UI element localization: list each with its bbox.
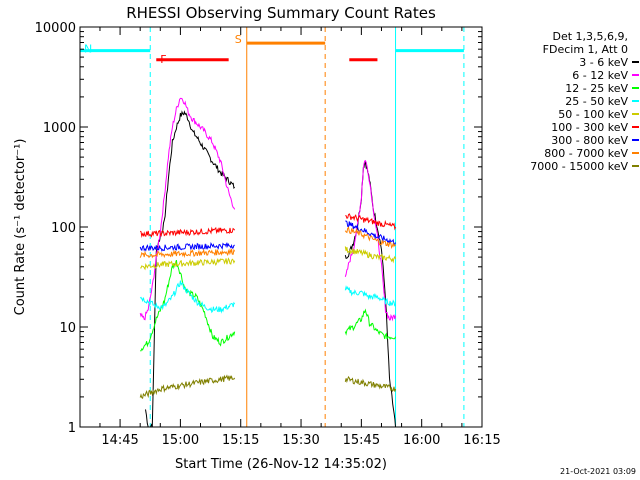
y-tick-label: 100 [51,221,76,236]
series-line [345,213,396,231]
state-label-f: F [160,53,166,66]
x-tick-label: 15:45 [343,433,380,448]
legend-entry: 800 - 7000 keV [544,147,628,160]
x-tick-label: 14:45 [101,433,138,448]
series-line [139,97,236,321]
legend-entry: 50 - 100 keV [558,108,628,121]
series-800-7000-kev [139,226,396,259]
legend-entry: 100 - 300 keV [551,121,628,134]
x-axis-label: Start Time (26-Nov-12 14:35:02) [175,457,387,472]
series-25-50-kev [139,280,396,314]
state-label-s: S [235,33,242,46]
plot-area: N F S [79,27,465,428]
series-12-25-kev [140,259,396,352]
series-line [139,248,236,259]
plot-frame [79,26,483,428]
y-tick-label: 1 [68,421,76,436]
x-tick-label: 16:15 [463,433,500,448]
y-tick-label: 10 [59,321,76,336]
legend-entry: 300 - 800 keV [551,134,628,147]
legend-entry: 6 - 12 keV [572,69,628,82]
series-6-12-kev [139,97,396,322]
series-line [139,374,236,400]
legend-header: Det 1,3,5,6,9, [552,30,628,43]
series-line [139,280,236,314]
series-50-100-kev [140,246,396,271]
y-axis-label: Count Rate (s⁻¹ detector⁻¹) [13,139,28,316]
legend-entry: 7000 - 15000 keV [530,160,628,173]
x-tick-label: 15:30 [282,433,319,448]
series-line [344,375,396,392]
legend-header: FDecim 1, Att 0 [543,43,628,56]
x-axis: 14:45 15:00 15:15 15:30 15:45 16:00 16:15 [99,27,501,448]
y-tick-label: 1000 [43,121,76,136]
legend-entry: 3 - 6 keV [579,56,628,69]
legend-entry: 12 - 25 keV [565,82,628,95]
series-300-800-kev [139,220,396,252]
series-7000-15000-kev [139,374,396,400]
series-line [140,257,236,271]
footer-timestamp: 21-Oct-2021 03:09 [560,467,636,476]
series-line [139,226,236,239]
series-line [344,226,396,249]
series-100-300-kev [139,213,396,239]
y-axis: 1 10 100 1000 10000 [35,21,482,436]
x-tick-label: 16:00 [403,433,440,448]
x-tick-label: 15:15 [222,433,259,448]
series-line [139,241,235,252]
legend-entry: 25 - 50 keV [565,95,628,108]
series-line [345,220,396,245]
x-tick-label: 15:00 [162,433,199,448]
series-line [344,246,396,264]
legend: Det 1,3,5,6,9,FDecim 1, Att 03 - 6 keV6 … [530,30,639,173]
series-line [344,160,396,428]
chart-title: RHESSI Observing Summary Count Rates [126,4,436,22]
series-line [344,159,396,322]
series-line [344,308,396,340]
state-label-n: N [84,43,92,56]
series-line [140,259,236,352]
series-line [344,285,396,307]
y-tick-label: 10000 [35,21,76,36]
